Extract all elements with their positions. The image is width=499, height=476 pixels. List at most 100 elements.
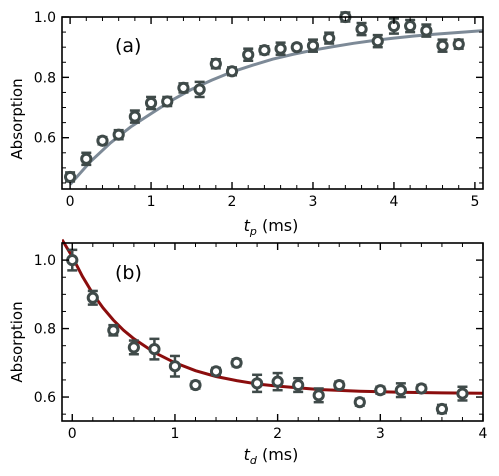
marker — [86, 291, 99, 304]
x-tick-label: 1 — [147, 194, 156, 210]
marker — [420, 24, 433, 37]
data-point — [250, 373, 264, 394]
y-tick-label: 1.0 — [34, 253, 56, 269]
data-point — [394, 382, 407, 399]
plot-area: 0 1 2 3 4 5 0.6 0.8 1.0 — [34, 10, 484, 210]
marker — [306, 39, 320, 52]
x-tick-label: 1 — [170, 426, 179, 442]
y-tick-label: 0.8 — [34, 322, 56, 338]
marker — [333, 378, 346, 392]
data-point — [230, 356, 243, 369]
marker — [250, 377, 264, 390]
x-tick-label: 0 — [68, 426, 77, 442]
x-tick-label: 0 — [66, 194, 75, 210]
data-point — [86, 289, 99, 306]
marker — [371, 35, 384, 48]
marker — [435, 402, 449, 416]
data-point — [80, 151, 93, 167]
data-point — [271, 371, 284, 392]
marker — [353, 396, 366, 409]
x-tick-label: 5 — [470, 194, 479, 210]
data-point — [127, 339, 140, 356]
marker — [290, 41, 303, 54]
marker — [209, 57, 222, 70]
data-point — [290, 41, 303, 54]
axes-frame — [61, 242, 484, 422]
data-point — [274, 41, 287, 56]
y-axis-label: Absorption — [8, 301, 26, 382]
x-tick-label: 3 — [309, 194, 318, 210]
data-point — [209, 57, 222, 70]
data-point — [435, 402, 449, 416]
marker — [355, 22, 368, 36]
plot-area: 0 1 2 3 4 0.6 0.8 1.0 — [34, 238, 488, 442]
marker — [242, 48, 255, 61]
x-axis-label-main: t — [244, 445, 251, 464]
data-point — [128, 109, 141, 124]
marker — [148, 343, 161, 356]
marker — [374, 384, 387, 397]
y-tick-label: 0.6 — [34, 131, 56, 147]
data-point — [355, 21, 368, 37]
marker — [63, 170, 77, 184]
data-point — [404, 18, 417, 34]
data-layer — [63, 10, 483, 186]
panel-b: 0 1 2 3 4 0.6 0.8 1.0 (b) Absorption td (ms) — [8, 238, 488, 467]
x-tick-label: 3 — [376, 426, 385, 442]
x-tick-label: 2 — [273, 426, 282, 442]
x-axis-label-sub: d — [250, 454, 258, 467]
data-point — [168, 354, 182, 378]
marker — [271, 375, 284, 388]
y-tick-label: 1.0 — [34, 10, 56, 26]
data-point — [177, 81, 190, 95]
marker — [193, 83, 206, 96]
marker — [168, 360, 182, 373]
data-point — [312, 387, 325, 404]
axes-frame — [61, 16, 484, 190]
data-point — [371, 33, 384, 49]
marker — [274, 42, 287, 55]
data-point — [258, 44, 271, 57]
marker — [189, 378, 202, 392]
data-point — [161, 95, 174, 108]
x-axis-label-unit: (ms) — [257, 445, 299, 464]
data-point — [323, 31, 336, 45]
y-axis-label: Absorption — [8, 78, 26, 159]
marker — [177, 81, 190, 95]
data-layer — [62, 238, 483, 416]
x-tick-label: 2 — [228, 194, 237, 210]
data-point — [225, 65, 239, 78]
x-axis-label-unit: (ms) — [257, 216, 299, 235]
y-tick-label: 0.8 — [34, 70, 56, 86]
data-point — [306, 38, 320, 53]
marker — [112, 128, 125, 141]
data-point — [63, 170, 77, 184]
data-point — [292, 376, 305, 394]
panel-label: (b) — [115, 262, 142, 284]
x-tick-label: 4 — [479, 426, 488, 442]
data-point — [333, 378, 346, 392]
x-axis-label-sub: p — [249, 225, 257, 238]
data-point — [107, 323, 120, 337]
x-axis-label: td (ms) — [244, 445, 299, 467]
data-point — [144, 95, 158, 111]
marker — [80, 152, 93, 165]
marker — [394, 384, 407, 397]
marker — [127, 341, 140, 354]
data-point — [374, 384, 387, 397]
marker — [230, 356, 243, 369]
data-point — [112, 128, 125, 141]
x-axis-label: tp (ms) — [244, 216, 299, 238]
marker — [404, 19, 417, 33]
marker — [161, 95, 174, 108]
data-point — [209, 365, 223, 378]
y-tick-label: 0.6 — [34, 390, 56, 406]
data-point — [452, 38, 465, 51]
marker — [323, 32, 336, 45]
panel-a: 0 1 2 3 4 5 0.6 0.8 1.0 (a) Absorption tp (ms) — [8, 10, 484, 238]
data-point — [420, 23, 433, 38]
marker — [312, 389, 325, 402]
marker — [452, 38, 465, 51]
data-point — [353, 396, 366, 409]
